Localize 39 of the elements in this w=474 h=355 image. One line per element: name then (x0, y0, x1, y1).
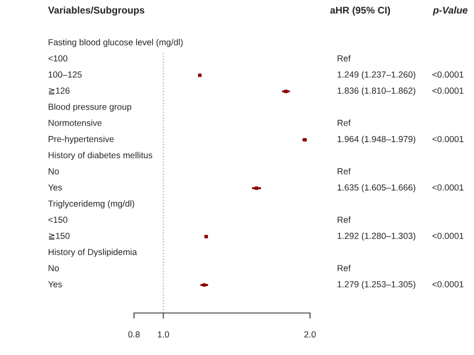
y-tick-label: History of Dyslipidemia (48, 248, 137, 257)
text: Ref (338, 55, 351, 62)
text: Ref (338, 168, 351, 174)
y-tick-label: Triglyceridemg (mg/dl) (48, 200, 134, 208)
y-tick-label: No (48, 265, 59, 272)
data-label: 1.836 (1.810–1.862) (338, 87, 416, 96)
text: <0.0001 (432, 184, 464, 191)
data-label: 1.964 (1.948–1.979) (338, 136, 416, 144)
y-tick-label: ≧150 (48, 232, 70, 240)
text: <0.0001 (432, 71, 464, 78)
y-tick-label: No (48, 168, 59, 174)
data-label: 1.635 (1.605–1.666) (338, 184, 416, 192)
text: p-Value (432, 6, 468, 16)
y-tick-label: Yes (48, 281, 62, 288)
x-tick-label: 2.0 (304, 331, 316, 338)
text: <0.0001 (432, 232, 464, 239)
data-label: 1.279 (1.253–1.305) (338, 280, 416, 290)
y-tick-label: Normotensive (48, 120, 102, 126)
data-label: 1.292 (1.280–1.303) (338, 232, 416, 241)
text: <0.0001 (432, 136, 464, 142)
y-axis-title: Variables/Subgroups (48, 6, 144, 16)
y-tick-label: Blood pressure group (48, 103, 132, 112)
y-tick-label: 100–125 (48, 71, 82, 78)
y-tick-label: Pre-hypertensive (48, 136, 114, 144)
x-tick-label: 0.8 (128, 331, 140, 338)
data-label: 1.249 (1.237–1.260) (338, 71, 416, 80)
y-tick-label: ≧126 (48, 88, 70, 94)
text: aHR (95% CI) (330, 6, 390, 16)
text: Ref (338, 216, 351, 223)
y-tick-label: Yes (48, 184, 62, 191)
text: <0.0001 (432, 281, 464, 288)
y-tick-label: <100 (48, 55, 68, 62)
y-tick-label: History of diabetes mellitus (48, 152, 152, 160)
text: Ref (338, 120, 351, 126)
x-tick-label: 1.0 (158, 331, 170, 338)
y-tick-label: <150 (48, 216, 68, 223)
text: <0.0001 (432, 88, 464, 94)
text: Ref (338, 264, 351, 272)
y-tick-label: Fasting blood glucose level (mg/dl) (48, 38, 183, 48)
